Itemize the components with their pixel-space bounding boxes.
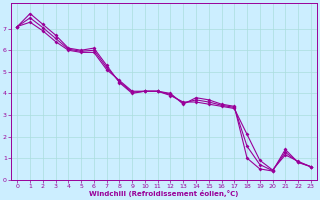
X-axis label: Windchill (Refroidissement éolien,°C): Windchill (Refroidissement éolien,°C) bbox=[89, 190, 239, 197]
